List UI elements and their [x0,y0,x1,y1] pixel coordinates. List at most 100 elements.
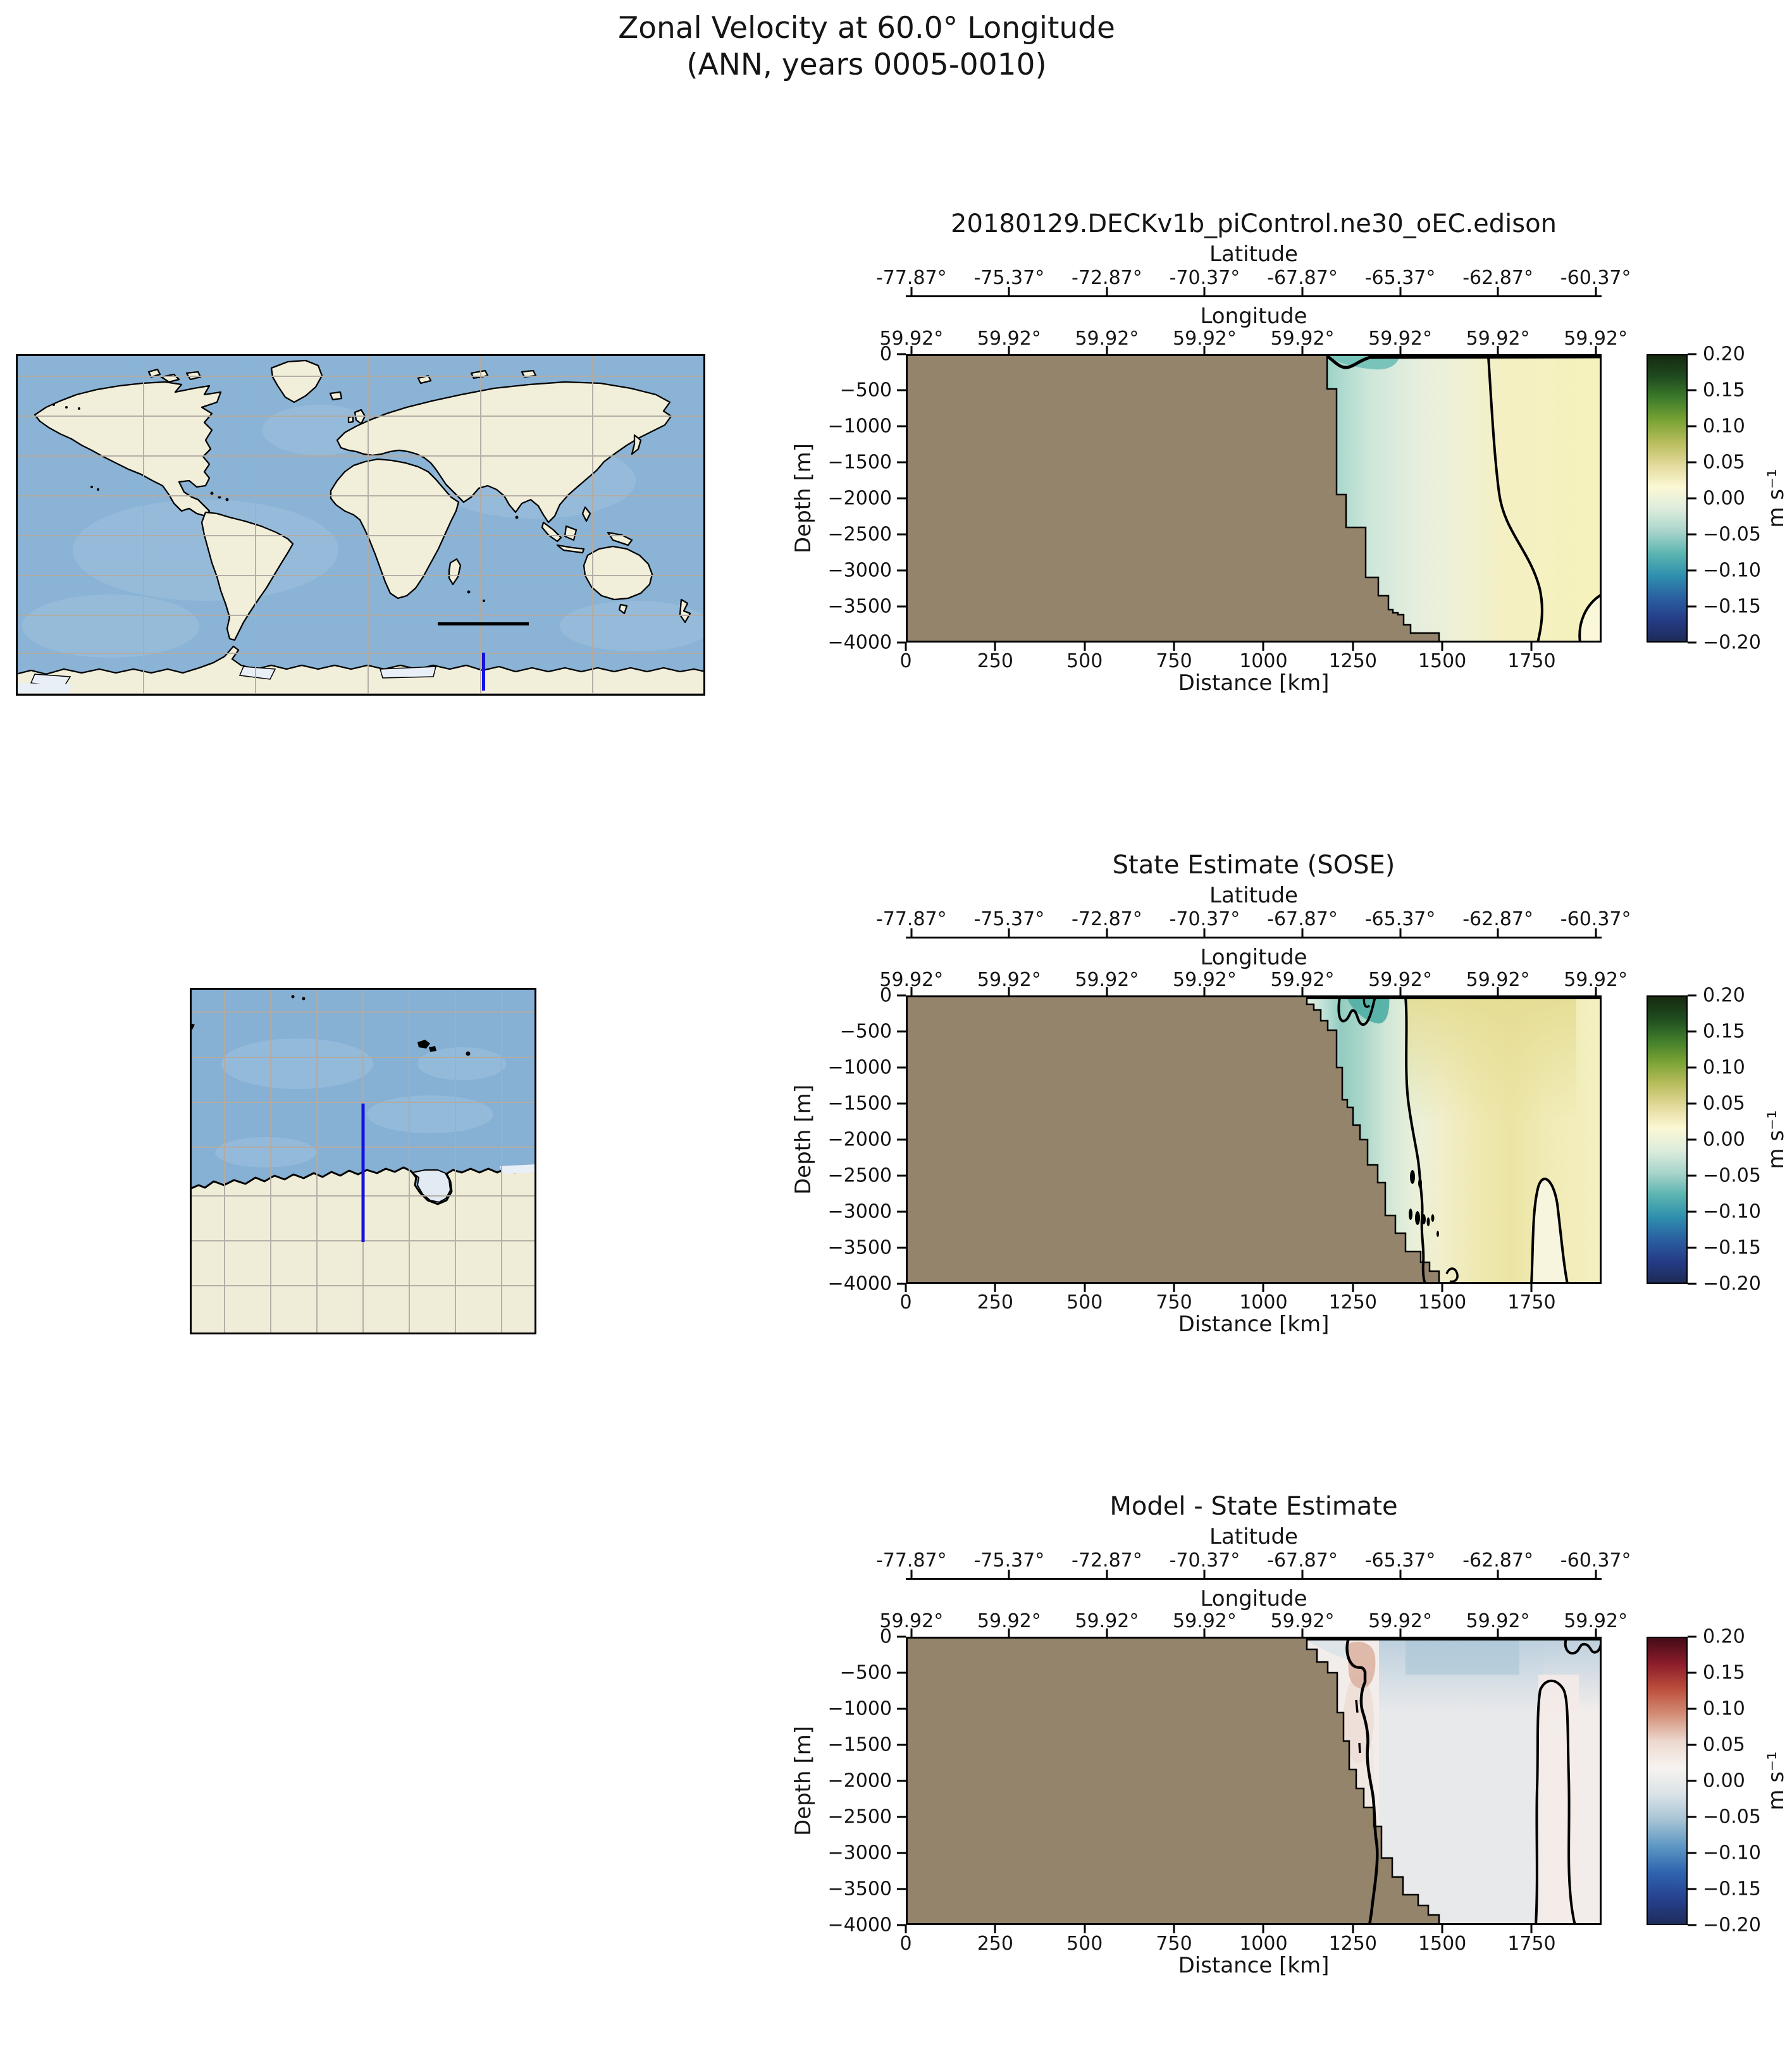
colorbar-tick-marks [1688,1635,1696,1926]
ocean-texture [215,1038,506,1167]
madagascar [448,558,462,586]
velocity-section-plot-model [906,354,1602,643]
colorbar-tick-marks [1688,994,1696,1285]
depth-tick-labels: 0 −500 −1000 −1500 −2000 −2500 −3000 −3500 −4000 [827,1625,892,1936]
latitude-tick-labels: -77.87° -75.37° -72.87° -70.37° -67.87° -65.3… [875,908,1631,930]
colorbar-tick-marks [1688,353,1696,644]
eastward-jet [1406,995,1576,1122]
surface-squiggle-contour [1564,1638,1602,1655]
bathymetry-land [906,995,1440,1284]
latitude-axis-line [906,295,1602,297]
colorbar-velocity-1 [1647,354,1688,643]
longitude-axis-label: Longitude [1200,304,1307,329]
distance-tick-marks [905,643,1602,651]
ice-shelves [16,666,436,696]
negative-surface-core [1406,1637,1519,1675]
distance-axis-label: Distance [km] [1178,670,1330,696]
zero-contour [1487,356,1543,643]
longitude-axis-label: Longitude [1200,945,1307,970]
depth-axis-label: Depth [m] [791,1084,816,1195]
map-frame [16,354,705,696]
transect-line-highlight [361,1104,365,1242]
africa [330,458,460,600]
velocity-section-plot-sose [906,995,1602,1284]
plot-frame [906,354,1602,643]
graticule [190,988,536,1334]
distance-tick-labels: 0 250 500 750 1000 1250 1500 1750 [899,1933,1556,1955]
philippines [581,506,591,522]
latitude-tick-labels: -77.87° -75.37° -72.87° -70.37° -67.87° -65.3… [875,267,1631,289]
surface-zero-contour [1326,354,1602,369]
world-map-inset [15,354,712,697]
latitude-axis-tick-marks [906,1570,1602,1578]
shelf-contour [1337,997,1376,1026]
figure-title-line1: Zonal Velocity at 60.0° Longitude [618,11,1115,46]
latitude-axis-label: Latitude [1209,883,1298,908]
longitude-axis-label: Longitude [1200,1586,1307,1611]
bathymetry-land [906,354,1440,643]
latitude-axis-tick-marks [906,287,1602,295]
velocity-difference-plot [906,1637,1602,1925]
positive-bias-halo [1344,1675,1374,1763]
weak-positive-column [1538,1675,1579,1925]
depth-tick-labels: 0 −500 −1000 −1500 −2000 −2500 −3000 −3500 −4000 [827,984,892,1295]
contour-dash [1358,1742,1361,1754]
antarctica [15,645,707,697]
figure-title: Zonal Velocity at 60.0° Longitude (ANN, … [424,10,1309,83]
continents [15,359,707,697]
region-map [188,988,538,1336]
iceland [329,391,343,401]
indonesia [541,521,633,554]
latitude-axis-label: Latitude [1209,242,1298,267]
latitude-axis-tick-marks [906,928,1602,937]
distance-tick-labels: 0 250 500 750 1000 1250 1500 1750 [899,1291,1556,1314]
figure-title-line2: (ANN, years 0005-0010) [686,47,1047,82]
panel-3-title: Model - State Estimate [1109,1492,1398,1521]
latitude-axis-line [906,937,1602,939]
small-islands [190,995,471,1056]
closed-contour-right [1535,1679,1576,1925]
distance-tick-marks [905,1925,1602,1933]
other-transect-line [438,622,529,625]
australia [583,545,653,601]
latitude-axis-label: Latitude [1209,1524,1298,1549]
colorbar-difference [1647,1637,1688,1925]
positive-bias-core [1348,1642,1376,1689]
colorbar-unit-label: m s⁻¹ [1764,469,1789,528]
transect-line-highlight [482,653,485,691]
colorbar-tick-labels: 0.20 0.15 0.10 0.05 0.00 −0.05 −0.10 −0.15 −0.20 [1703,343,1761,654]
zero-contour-slope [1345,1638,1379,1925]
depth-tick-marks [897,1635,906,1926]
latitude-axis-line [906,1578,1602,1580]
contour-dash [1355,1699,1359,1713]
closed-contour-right [1530,1178,1569,1284]
depth-axis-label: Depth [m] [791,1725,816,1837]
colorbar-velocity-2 [1647,995,1688,1284]
panel-1-title: 20180129.DECKv1b_piControl.ne30_oEC.edis… [951,209,1557,238]
latitude-tick-labels: -77.87° -75.37° -72.87° -70.37° -67.87° -65.3… [875,1549,1631,1572]
corner-contour [1578,593,1602,643]
bottom-contour-loop [1445,1267,1459,1283]
japan [631,434,642,455]
ice-shelf [411,1169,452,1203]
plot-top-tick-marks [906,987,1602,995]
eurasia [336,381,672,524]
coastal-ice-strip [500,1164,536,1174]
greenland [270,359,323,403]
tasmania [618,603,628,615]
longitude-tick-labels: 59.92° 59.92° 59.92° 59.92° 59.92° 59.92° 59.9… [879,1610,1628,1632]
colorbar-tick-labels: 0.20 0.15 0.10 0.05 0.00 −0.05 −0.10 −0.15 −0.20 [1703,1625,1761,1936]
weak-flow-corner [1578,594,1602,643]
map-frame [190,988,536,1334]
region-map-inset [188,988,538,1336]
panel-2-title: State Estimate (SOSE) [1112,851,1395,880]
colorbar-unit-label: m s⁻¹ [1764,1751,1789,1811]
distance-tick-marks [905,1284,1602,1292]
plot-top-tick-marks [906,346,1602,354]
depth-axis-label: Depth [m] [791,443,816,554]
depth-tick-marks [897,994,906,1285]
eddy-contour-blobs [1409,1170,1439,1237]
world-map [15,354,712,697]
coastal-negative-sliver [1307,1637,1349,1659]
